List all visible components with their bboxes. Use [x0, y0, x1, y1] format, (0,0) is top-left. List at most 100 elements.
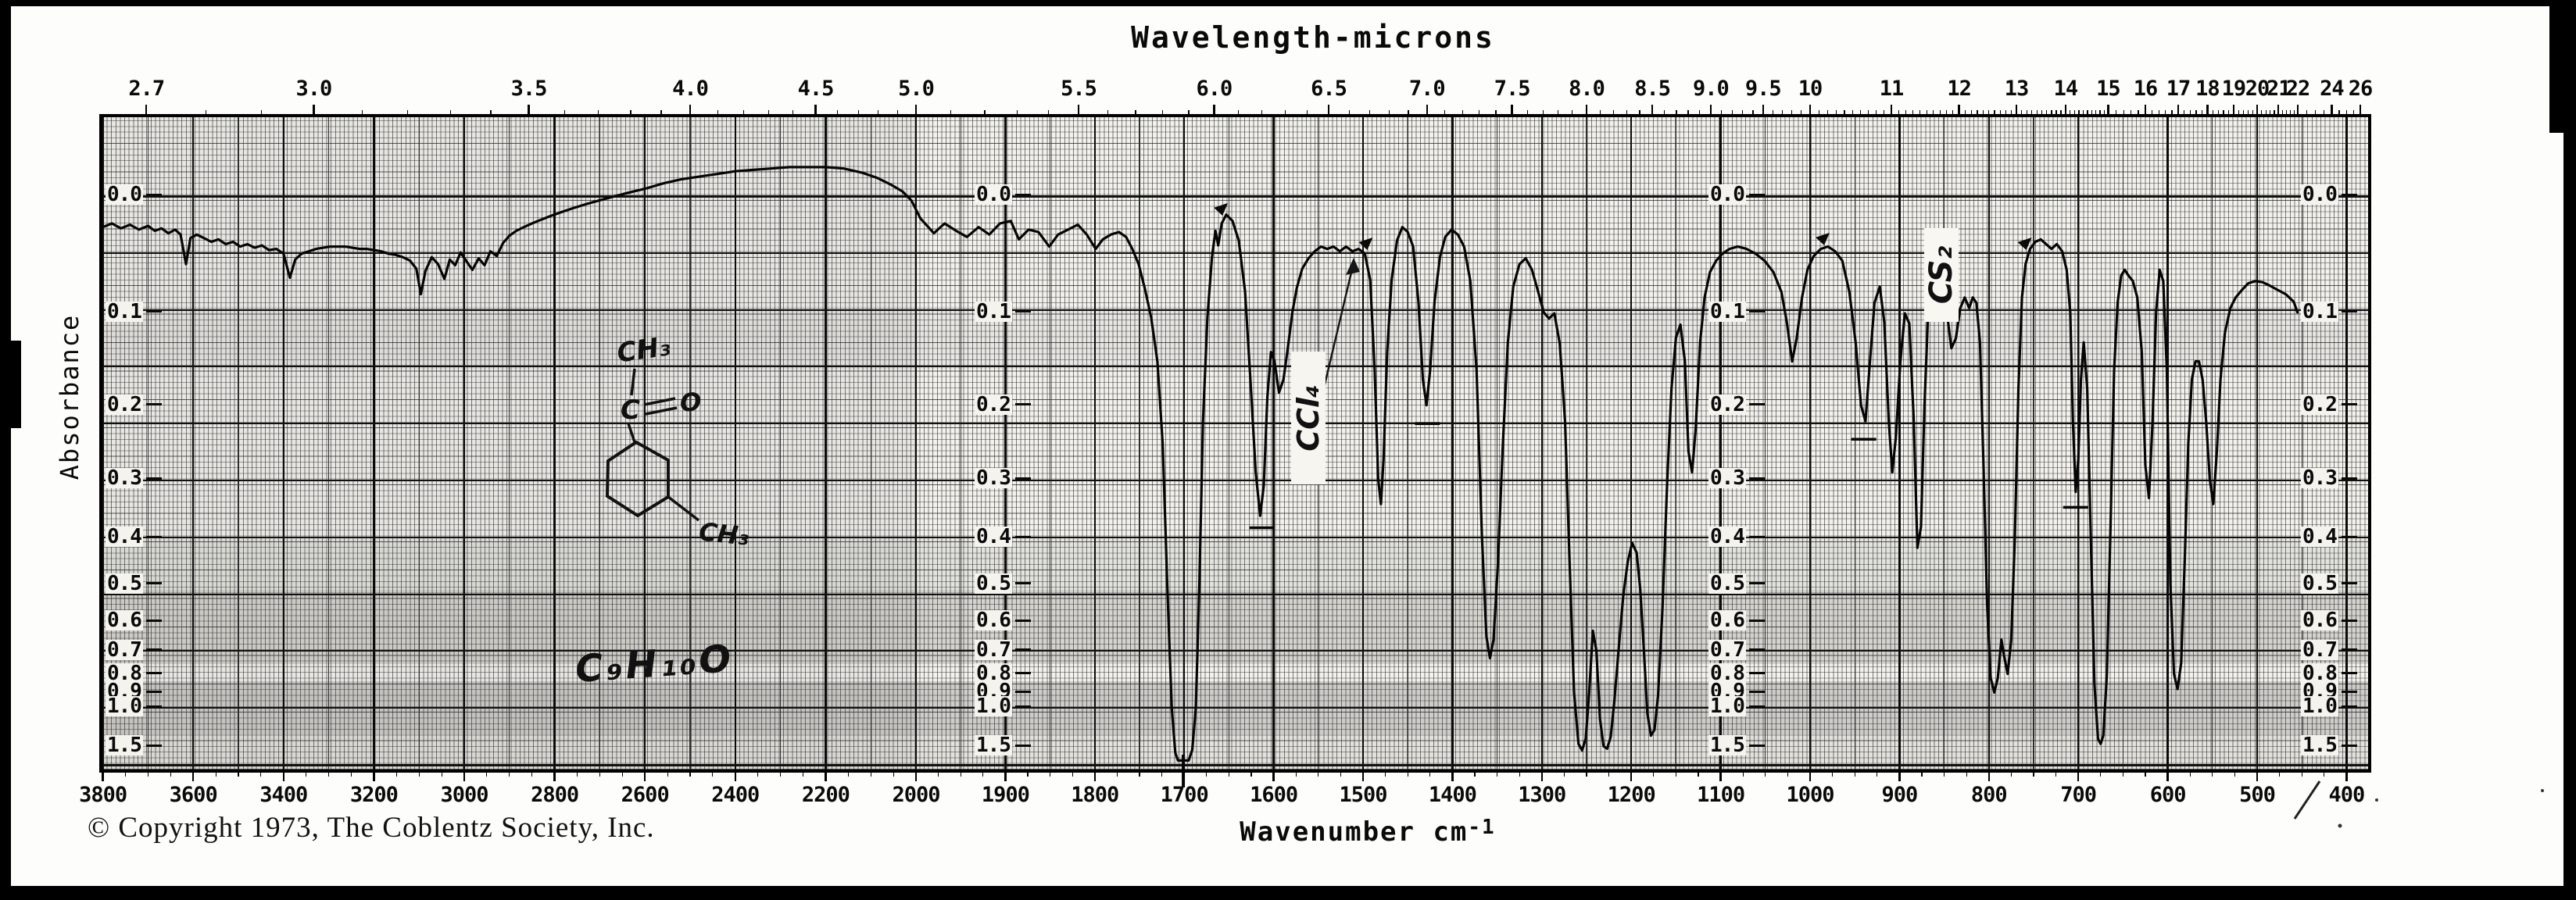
top-axis-minor-tick: [814, 110, 817, 117]
label-leader-dash: [1014, 193, 1031, 196]
label-leader-dash: [145, 535, 162, 538]
top-axis-minor-tick: [1809, 110, 1811, 117]
grid-line-horizontal: [102, 650, 2368, 652]
label-leader-dash: [2341, 535, 2357, 538]
top-axis-minor-tick: [836, 110, 839, 117]
top-axis-minor-tick: [2107, 110, 2109, 117]
top-axis-minor-tick: [361, 110, 363, 117]
top-axis-minor-tick: [1586, 110, 1587, 117]
absorbance-value: 0.4: [106, 525, 143, 549]
top-axis-minor-tick: [2252, 110, 2253, 117]
label-leader-dash: [1014, 672, 1031, 675]
top-axis-minor-tick: [1852, 110, 1854, 117]
grid-line-vertical: [2345, 117, 2348, 770]
pen-arrowhead-mark: [1816, 232, 1830, 245]
solvent-label-ccl4: CCl₄: [1291, 352, 1326, 484]
label-leader-dash: [1014, 403, 1031, 406]
top-axis-minor-tick: [1213, 110, 1215, 117]
bottom-axis-tick-label: 1100: [1697, 783, 1745, 807]
label-leader-dash: [2341, 705, 2357, 708]
top-axis-minor-tick: [2010, 110, 2012, 117]
axis-title-wavenumber: Wavenumber cm-1: [1172, 816, 1563, 848]
top-axis-minor-tick: [1791, 110, 1793, 117]
label-leader-dash: [1014, 535, 1031, 538]
top-axis-minor-tick: [743, 110, 745, 117]
label-leader-dash: [145, 310, 162, 313]
top-axis-minor-tick: [1161, 110, 1164, 117]
solvent-label-cs2: CS₂: [1923, 228, 1959, 322]
absorbance-value: 0.5: [1708, 571, 1746, 595]
label-leader-dash: [2341, 672, 2357, 675]
label-leader-dash: [1748, 690, 1765, 693]
bottom-axis-minor-tick: [847, 770, 849, 777]
bottom-axis-minor-tick: [1653, 770, 1655, 777]
label-leader-dash: [1014, 744, 1031, 747]
top-axis-minor-tick: [2297, 110, 2299, 117]
bottom-axis-major-tick: [1809, 770, 1812, 781]
grid-line-vertical: [2212, 117, 2213, 770]
bottom-axis-minor-tick: [2033, 770, 2034, 777]
top-axis-minor-tick: [2055, 110, 2057, 117]
top-axis-tick-label: 16: [2133, 77, 2159, 101]
bottom-axis-minor-tick: [1765, 770, 1766, 777]
bottom-axis-minor-tick: [689, 770, 691, 777]
absorbance-scale-label: 1.0: [1708, 696, 1765, 717]
absorbance-scale-label: 0.0: [106, 184, 162, 205]
bond-ch3-c: [630, 368, 636, 396]
absorbance-value: 1.0: [106, 695, 143, 719]
top-axis-minor-tick: [984, 110, 986, 117]
top-axis-minor-tick: [2285, 110, 2287, 117]
bottom-axis-tick-label: 2600: [621, 783, 670, 807]
bottom-axis-minor-tick: [2010, 770, 2012, 777]
top-axis-minor-tick: [1999, 110, 2001, 117]
top-axis-tick-label: 21: [2266, 77, 2292, 101]
bottom-axis-major-tick: [2345, 770, 2348, 781]
bottom-axis-major-tick: [1451, 770, 1454, 781]
top-axis-minor-tick: [2099, 110, 2101, 117]
grid-line-vertical: [825, 117, 827, 770]
bottom-axis-minor-tick: [893, 770, 894, 777]
absorbance-scale-label: 0.8: [106, 662, 162, 684]
top-axis-minor-tick: [2261, 110, 2263, 117]
top-axis-minor-tick: [1898, 110, 1899, 117]
grid-line-vertical: [463, 117, 466, 770]
top-axis-minor-tick: [1933, 110, 1934, 117]
bottom-axis-major-tick: [2077, 770, 2080, 781]
top-axis-minor-tick: [1542, 110, 1544, 117]
absorbance-scale-label: 0.2: [1708, 394, 1765, 415]
wavenumber-label-text: Wavenumber cm: [1240, 816, 1469, 848]
bottom-axis-tick-label: 3200: [349, 783, 399, 807]
top-axis-minor-tick: [313, 110, 314, 117]
top-axis-minor-tick: [2195, 110, 2197, 117]
absorbance-value: 0.8: [2301, 661, 2338, 685]
top-axis-minor-tick: [2103, 110, 2105, 117]
bottom-axis-major-tick: [1630, 770, 1633, 781]
bottom-axis-minor-tick: [780, 770, 782, 777]
grid-line-vertical: [191, 117, 195, 770]
top-axis-minor-tick: [528, 110, 530, 117]
ccl4-arrowhead: [1346, 258, 1360, 275]
absorbance-value: 0.8: [975, 661, 1012, 685]
grid-line-vertical: [689, 117, 691, 770]
structure-carbonyl-c: C: [621, 395, 640, 426]
top-axis-tick-label: 8.5: [1634, 77, 1671, 101]
top-axis-minor-tick: [1261, 110, 1263, 117]
top-axis-tick-label: 3.0: [295, 77, 332, 101]
top-axis-minor-tick: [2005, 110, 2006, 117]
grid-line-vertical: [1272, 117, 1275, 770]
label-leader-dash: [1014, 690, 1031, 693]
top-axis-minor-tick: [1078, 110, 1079, 117]
bottom-axis-minor-tick: [2279, 770, 2281, 777]
top-axis-minor-tick: [857, 110, 859, 117]
grid-line-vertical: [2033, 117, 2034, 770]
top-axis-minor-tick: [1860, 110, 1862, 117]
top-axis-minor-tick: [630, 110, 631, 117]
grid-line-horizontal: [102, 707, 2368, 709]
top-axis-minor-tick: [1284, 110, 1286, 117]
label-leader-dash: [1014, 619, 1031, 622]
label-leader-dash: [2341, 403, 2357, 406]
top-axis-minor-tick: [1699, 110, 1701, 117]
bottom-axis-major-tick: [914, 770, 918, 781]
bottom-axis-tick-label: 400: [2328, 783, 2366, 807]
